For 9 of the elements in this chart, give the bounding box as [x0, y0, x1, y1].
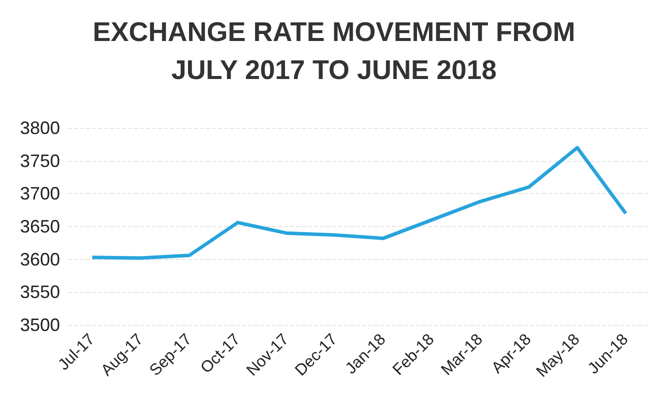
chart-title: EXCHANGE RATE MOVEMENT FROM JULY 2017 TO JUNE 2018: [92, 17, 576, 85]
y-tick-label: 3700: [20, 184, 60, 204]
line-series: [90, 146, 628, 260]
y-tick-label: 3550: [20, 282, 60, 302]
y-tick-label: 3800: [20, 118, 60, 138]
y-tick-label: 3650: [20, 216, 60, 236]
y-tick-label: 3600: [20, 249, 60, 270]
y-tick-label: 3500: [20, 315, 60, 335]
y-tick-label: 3750: [20, 150, 60, 171]
